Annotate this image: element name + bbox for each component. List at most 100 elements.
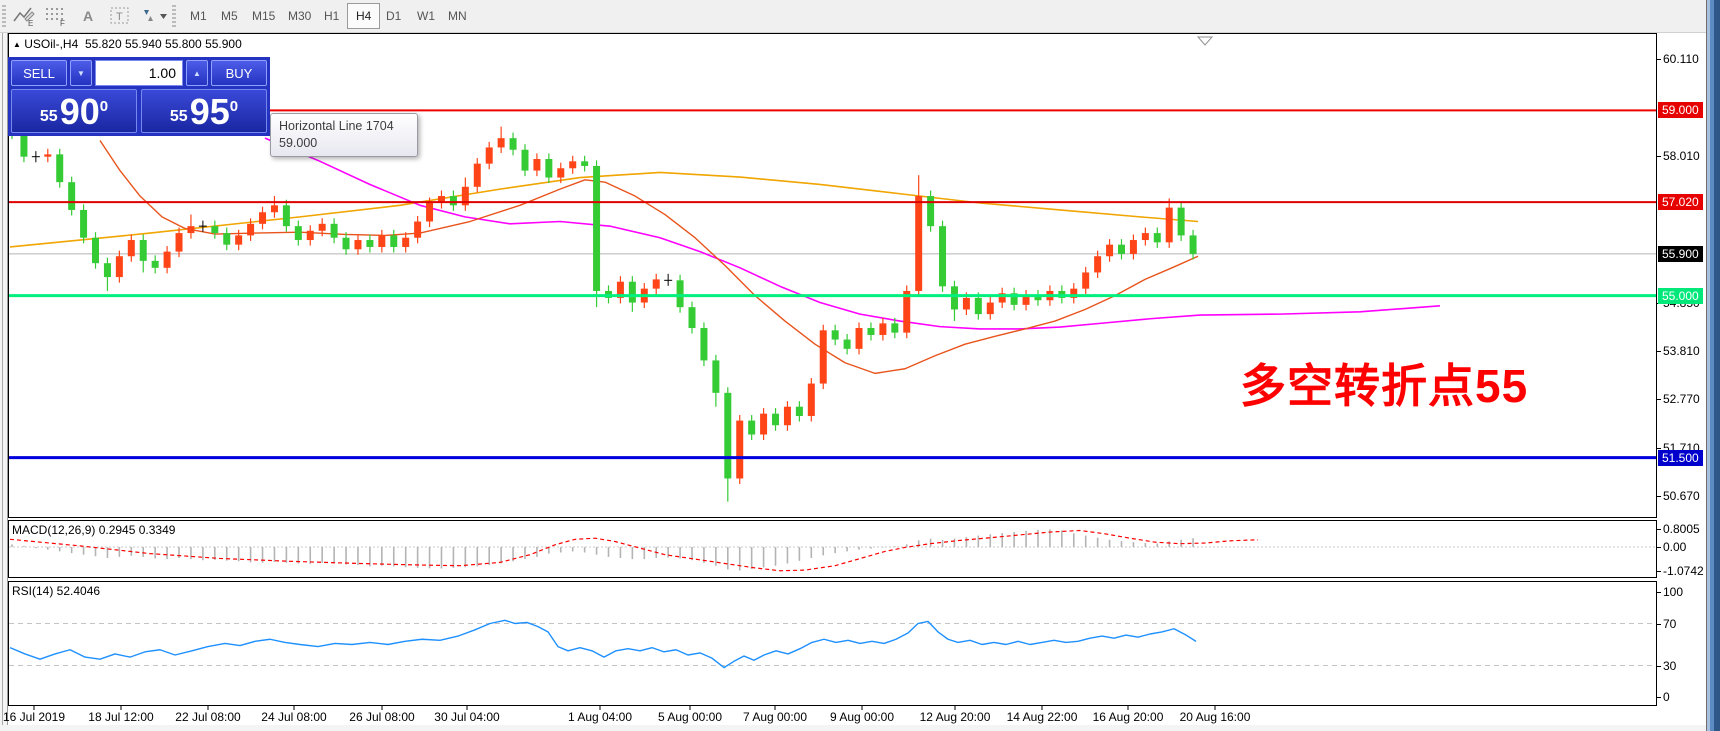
timeframe-button-M1[interactable]: M1 (190, 9, 207, 23)
buy-price-pips: 95 (189, 91, 230, 132)
buy-button[interactable]: BUY (211, 60, 267, 86)
price-tick-label: 50.670 (1663, 489, 1700, 504)
tooltip-value: 59.000 (279, 136, 318, 150)
rsi-pane[interactable] (8, 581, 1657, 706)
volume-input[interactable] (95, 60, 183, 86)
macd-signal-line (9, 529, 1259, 572)
macd-indicator-label: MACD(12,26,9) 0.2945 0.3349 (12, 523, 176, 537)
chart-annotation-text: 多空转折点55 (1240, 360, 1529, 412)
rsi-axis-label: 70 (1663, 616, 1677, 631)
chart-title: ▲ USOil-,H4 55.820 55.940 55.800 55.900 (13, 37, 242, 51)
price-tick-label: 58.010 (1663, 149, 1700, 164)
svg-text:F: F (60, 19, 65, 27)
axis-tick (1657, 447, 1661, 449)
timeframe-button-M30[interactable]: M30 (288, 9, 312, 23)
horizontal-line-tooltip: Horizontal Line 1704 59.000 (270, 113, 418, 157)
sell-price-whole: 55 (39, 108, 58, 125)
axis-tick (1657, 547, 1661, 548)
axis-tick (1657, 592, 1661, 593)
timeframe-button-D1[interactable]: D1 (386, 9, 402, 23)
date-label: 9 Aug 00:00 (829, 710, 895, 724)
date-label: 24 Jul 08:00 (261, 710, 327, 724)
date-label: 16 Jul 2019 (2, 710, 66, 724)
timeframe-button-M15[interactable]: M15 (252, 9, 276, 23)
date-label: 26 Jul 08:00 (349, 710, 415, 724)
toolbar-drag-handle[interactable] (2, 5, 6, 28)
axis-tick (1657, 529, 1661, 531)
rsi-axis-label: 30 (1663, 658, 1677, 673)
rsi-line (9, 619, 1197, 669)
chart-symbol: USOil-,H4 (24, 37, 79, 51)
buy-price-point: 0 (229, 98, 239, 115)
axis-tick (1657, 156, 1661, 158)
svg-text:A: A (83, 8, 93, 24)
axis-tick (1657, 496, 1661, 498)
date-label: 18 Jul 12:00 (88, 710, 154, 724)
chart-shift-marker (1196, 36, 1214, 46)
one-click-trade-panel: SELL ▼ ▲ BUY 55 90 0 55 95 0 (8, 57, 270, 136)
grid-snap-icon[interactable]: F (42, 3, 70, 29)
toolbar: E F A T (0, 0, 1720, 33)
date-label: 12 Aug 20:00 (919, 710, 991, 724)
timeframe-button-MN[interactable]: MN (448, 9, 467, 23)
price-badge-55.900: 55.900 (1658, 245, 1703, 262)
sell-price-button[interactable]: 55 90 0 (11, 89, 137, 133)
tooltip-title: Horizontal Line 1704 (279, 119, 394, 133)
volume-decrease-button[interactable]: ▼ (70, 60, 92, 86)
axis-tick (1657, 623, 1661, 625)
date-label: 1 Aug 04:00 (567, 710, 633, 724)
macd-pane[interactable] (8, 520, 1657, 578)
toolbar-drag-handle[interactable] (172, 5, 176, 28)
collapse-icon[interactable]: ▲ (13, 40, 21, 49)
chart-ohlc-values: 55.820 55.940 55.800 55.900 (84, 37, 242, 51)
left-splitter[interactable] (0, 33, 8, 731)
date-label: 14 Aug 22:00 (1006, 710, 1078, 724)
macd-axis-label: 0.8005 (1663, 522, 1700, 537)
buy-price-button[interactable]: 55 95 0 (141, 89, 267, 133)
svg-text:E: E (28, 19, 33, 27)
date-label: 30 Jul 04:00 (434, 710, 500, 724)
axis-tick (1657, 398, 1661, 400)
price-badge-51.500: 51.500 (1658, 449, 1703, 466)
date-label: 7 Aug 00:00 (742, 710, 808, 724)
date-label: 22 Jul 08:00 (175, 710, 241, 724)
price-tick-label: 60.110 (1663, 52, 1699, 66)
axis-tick (1657, 697, 1661, 698)
window-right-border (1706, 0, 1720, 731)
chart-expert-icon[interactable]: E (10, 3, 38, 29)
axis-tick (1657, 570, 1661, 572)
price-badge-55.000: 55.000 (1658, 287, 1703, 304)
axis-tick (1657, 665, 1661, 667)
price-badge-57.020: 57.020 (1658, 194, 1703, 211)
price-badge-59.000: 59.000 (1658, 102, 1703, 119)
timeframe-button-W1[interactable]: W1 (417, 9, 435, 23)
bottom-edge (0, 725, 1706, 731)
axis-tick (1657, 59, 1661, 60)
text-box-icon[interactable]: T (106, 3, 134, 29)
sell-price-point: 0 (99, 98, 109, 115)
rsi-axis-label: 100 (1663, 585, 1684, 599)
price-tick-label: 52.770 (1663, 391, 1700, 406)
objects-sort-icon[interactable] (136, 3, 172, 29)
date-label: 20 Aug 16:00 (1179, 710, 1251, 724)
svg-text:T: T (116, 11, 123, 23)
macd-axis-label: -1.0742 (1663, 563, 1704, 578)
rsi-axis-label: 0 (1663, 690, 1670, 704)
timeframe-button-H1[interactable]: H1 (324, 9, 340, 23)
text-label-icon[interactable]: A (74, 3, 102, 29)
date-label: 16 Aug 20:00 (1092, 710, 1164, 724)
rsi-indicator-label: RSI(14) 52.4046 (12, 584, 101, 598)
timeframe-button-M5[interactable]: M5 (221, 9, 238, 23)
date-label: 5 Aug 00:00 (657, 710, 723, 724)
macd-axis-label: 0.00 (1663, 540, 1687, 554)
price-axis[interactable]: 60.11058.01054.85053.81052.77051.71050.6… (1657, 33, 1706, 731)
sell-price-pips: 90 (59, 91, 100, 132)
axis-tick (1657, 350, 1661, 352)
buy-price-whole: 55 (169, 108, 188, 125)
volume-increase-button[interactable]: ▲ (186, 60, 208, 86)
timeframe-button-H4[interactable]: H4 (347, 3, 381, 29)
sell-button[interactable]: SELL (11, 60, 67, 86)
price-tick-label: 53.810 (1663, 343, 1700, 358)
